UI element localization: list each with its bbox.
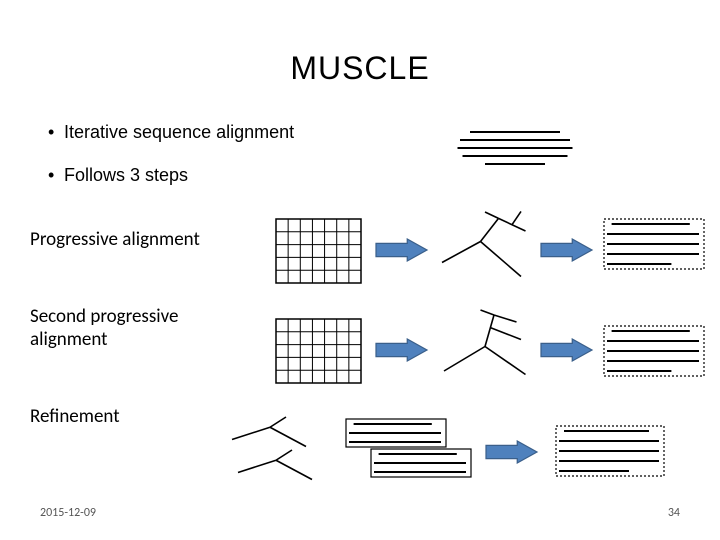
arrow-icon (540, 238, 594, 264)
alignment-box-icon (370, 448, 472, 478)
slide-title: MUSCLE (0, 50, 720, 87)
slide: { "title": "MUSCLE", "bullets": [ "Itera… (0, 0, 720, 540)
tree-icon (440, 210, 532, 282)
bullet-text: Follows 3 steps (64, 165, 188, 185)
alignment-icon (603, 325, 705, 377)
arrow-icon (485, 440, 539, 466)
grid-icon (275, 318, 362, 384)
footer-page: 34 (668, 506, 680, 520)
bullet-item: •Iterative sequence alignment (48, 120, 294, 145)
footer-date: 2015-12-09 (40, 506, 96, 520)
arrow-icon (375, 238, 429, 264)
sequence-lines-icon (450, 130, 580, 170)
alignment-box-icon (345, 418, 447, 448)
arrow-icon (540, 338, 594, 364)
subtree-icon (236, 448, 318, 485)
step-label-2: Second progressive alignment (30, 306, 210, 352)
step-label-3: Refinement (30, 405, 120, 428)
bullet-item: •Follows 3 steps (48, 163, 294, 188)
grid-icon (275, 218, 362, 284)
step-label-1: Progressive alignment (30, 228, 200, 251)
subtree-icon (230, 415, 312, 452)
arrow-icon (375, 338, 429, 364)
bullet-list: •Iterative sequence alignment •Follows 3… (48, 120, 294, 206)
tree-icon (440, 308, 532, 380)
alignment-icon (603, 218, 705, 270)
alignment-icon (555, 425, 665, 477)
bullet-text: Iterative sequence alignment (64, 122, 294, 142)
